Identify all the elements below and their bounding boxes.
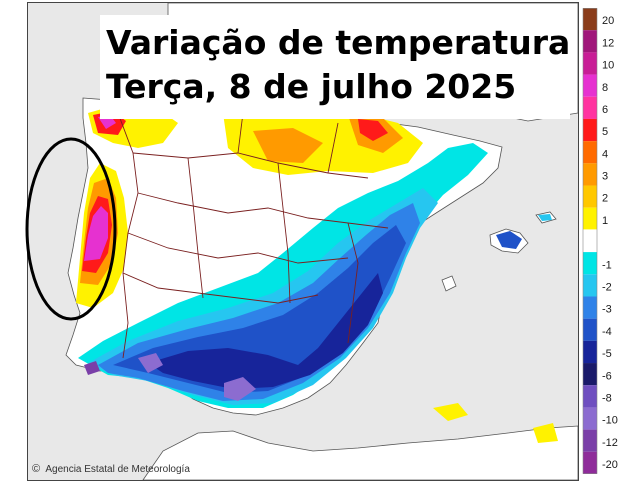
warm-yellow-africa-east [533, 423, 558, 443]
legend-swatch [583, 296, 597, 319]
credit-text: Agencia Estatal de Meteorología [45, 464, 190, 475]
credit: © Agencia Estatal de Meteorología [32, 463, 190, 475]
legend-label: -4 [602, 326, 612, 338]
legend-swatch [583, 252, 597, 275]
legend-swatch [583, 118, 597, 142]
legend-swatch [583, 451, 597, 474]
cold-mallorca [496, 231, 522, 249]
legend-swatch [583, 274, 597, 297]
legend-label: -2 [602, 281, 612, 293]
legend-swatch [583, 185, 597, 208]
cold-menorca [538, 214, 552, 221]
legend-swatch [583, 163, 597, 186]
legend-swatch [583, 385, 597, 408]
legend-swatch [583, 52, 597, 75]
title-box: Variação de temperatura Terça, 8 de julh… [100, 15, 570, 119]
legend-swatch [583, 30, 597, 53]
legend-label: -3 [602, 304, 612, 316]
legend-scale: 20 12 10 8 6 5 4 3 2 1 -1 -2 -3 -4 -5 -6 -8 -10 -12 -20 [582, 8, 618, 474]
ibiza [441, 275, 457, 292]
legend-swatch [583, 96, 597, 119]
legend-label: 8 [602, 82, 608, 94]
legend-swatch [583, 74, 597, 97]
legend-label: -10 [602, 415, 618, 427]
legend-label: 4 [602, 148, 608, 160]
legend-label: 1 [602, 215, 608, 227]
warm-red-catalonia [358, 119, 388, 141]
legend-swatch [583, 340, 597, 364]
legend-swatch [582, 229, 598, 253]
africa-coast [142, 425, 578, 480]
legend-swatch [583, 318, 597, 341]
warm-yellow-africa [433, 403, 468, 421]
legend-label: -12 [602, 437, 618, 449]
legend-swatch [583, 8, 597, 31]
cold-violet-coast [84, 361, 100, 375]
legend-swatch [583, 141, 597, 164]
legend-label: -5 [602, 348, 612, 360]
legend-label: 3 [602, 171, 608, 183]
warm-orange-northeast [253, 128, 323, 163]
legend-label: -8 [602, 392, 612, 404]
regional-borders [117, 112, 389, 359]
legend-label: 10 [602, 60, 614, 72]
legend-label: 12 [602, 37, 614, 49]
color-legend: 20 12 10 8 6 5 4 3 2 1 -1 -2 -3 -4 -5 -6 -8 -10 -12 -20 [581, 8, 630, 474]
legend-label: 6 [602, 104, 608, 116]
cold-violet-granada [224, 377, 256, 401]
cold-navy [148, 273, 383, 389]
legend-label: -6 [602, 370, 612, 382]
legend-label: 2 [602, 193, 608, 205]
copyright-icon: © [32, 463, 41, 475]
legend-swatch [583, 429, 597, 452]
cold-violet-huelva [138, 353, 163, 373]
legend-swatch [583, 407, 597, 430]
legend-label: -1 [602, 259, 612, 271]
map-date: Terça, 8 de julho 2025 [106, 67, 517, 106]
legend-label: 20 [602, 15, 614, 27]
legend-swatch [583, 363, 597, 386]
temperature-change-map: Variação de temperatura Terça, 8 de julh… [27, 2, 579, 481]
legend-label: 5 [602, 126, 608, 138]
legend-label: -20 [602, 459, 618, 471]
map-title: Variação de temperatura [106, 23, 571, 62]
legend-border [582, 8, 598, 474]
legend-swatch [583, 207, 597, 230]
